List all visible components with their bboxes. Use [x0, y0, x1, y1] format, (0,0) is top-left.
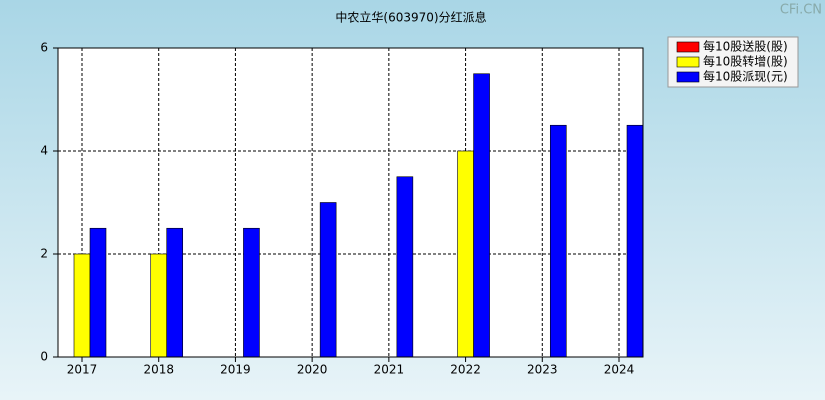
x-tick-label: 2021 — [374, 363, 405, 377]
y-tick-label: 6 — [40, 41, 48, 55]
legend-swatch — [676, 56, 700, 68]
bar — [89, 227, 107, 358]
x-tick-label: 2018 — [143, 363, 174, 377]
chart-title: 中农立华(603970)分红派息 — [335, 10, 486, 25]
legend-label: 每10股送股(股) — [703, 39, 788, 54]
legend-label: 每10股派现(元) — [703, 69, 788, 84]
x-tick-label: 2023 — [527, 363, 558, 377]
bar — [243, 227, 260, 358]
x-tick-label: 2017 — [67, 363, 98, 377]
bar — [150, 253, 168, 358]
x-tick-label: 2024 — [604, 363, 635, 377]
bar — [319, 202, 337, 358]
bar — [473, 73, 490, 358]
legend-swatch — [676, 41, 700, 53]
y-tick-label: 0 — [40, 350, 48, 364]
bar — [166, 227, 184, 358]
y-tick-label: 2 — [40, 247, 48, 261]
bar — [626, 124, 644, 358]
x-tick-label: 2019 — [220, 363, 251, 377]
watermark: CFi.CN — [780, 3, 822, 18]
x-tick-label: 2022 — [450, 363, 481, 377]
legend-swatch — [676, 71, 700, 83]
bar — [73, 253, 91, 358]
y-tick-label: 4 — [40, 144, 48, 158]
x-tick-label: 2020 — [297, 363, 328, 377]
bar — [457, 150, 474, 358]
bar — [396, 176, 414, 358]
plot-border — [57, 47, 644, 358]
legend-label: 每10股转增(股) — [703, 54, 788, 69]
bar — [549, 124, 567, 358]
